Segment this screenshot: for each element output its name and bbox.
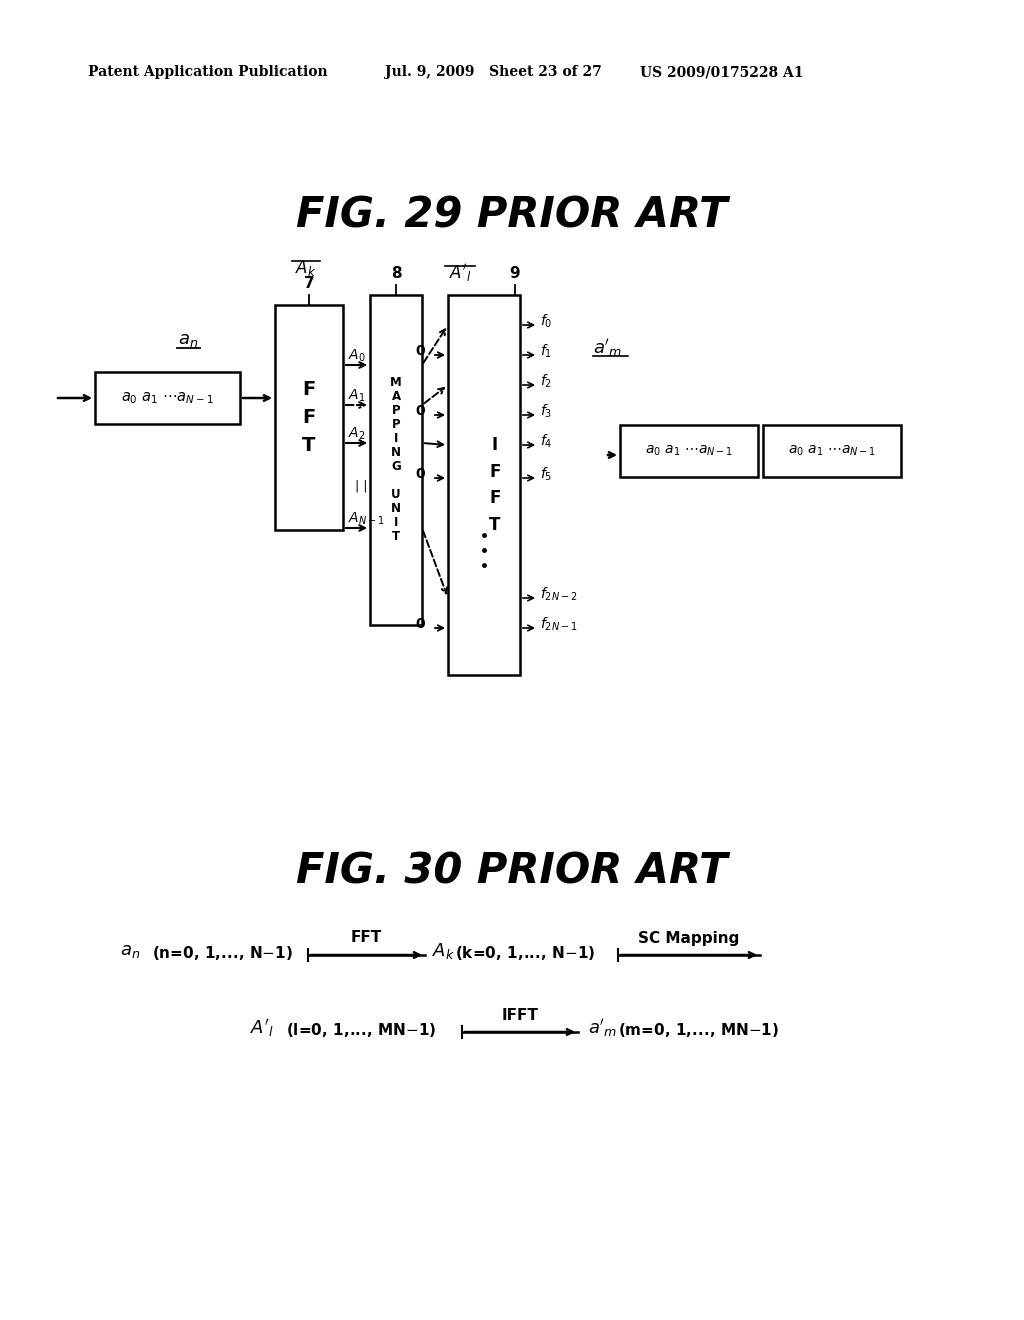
Text: (k=0, 1,..., N$-$1): (k=0, 1,..., N$-$1)	[455, 944, 595, 962]
Text: IFFT: IFFT	[502, 1007, 539, 1023]
Bar	[370, 294, 422, 624]
Text: 7: 7	[304, 276, 314, 290]
Text: FIG. 30 PRIOR ART: FIG. 30 PRIOR ART	[296, 851, 728, 894]
Text: $a_0\ a_1\ \cdots a_{N-1}$: $a_0\ a_1\ \cdots a_{N-1}$	[121, 391, 214, 405]
Bar	[763, 425, 901, 477]
Text: $a_n$: $a_n$	[178, 331, 198, 348]
Text: $a_n$: $a_n$	[120, 942, 140, 960]
Text: $f_{2N-2}$: $f_{2N-2}$	[540, 585, 578, 603]
Text: FFT: FFT	[351, 931, 382, 945]
Bar	[95, 372, 240, 424]
Text: $A_{N-1}$: $A_{N-1}$	[348, 511, 385, 527]
Text: $f_2$: $f_2$	[540, 372, 552, 389]
Text: 9: 9	[510, 265, 520, 281]
Text: $a_0\ a_1\ \cdots a_{N-1}$: $a_0\ a_1\ \cdots a_{N-1}$	[645, 444, 733, 458]
Text: 8: 8	[391, 265, 401, 281]
Text: (l=0, 1,..., MN$-$1): (l=0, 1,..., MN$-$1)	[286, 1020, 436, 1039]
Text: $A_1$: $A_1$	[348, 388, 366, 404]
Text: $f_{2N-1}$: $f_{2N-1}$	[540, 615, 578, 632]
Bar	[275, 305, 343, 531]
Text: $a'_m$: $a'_m$	[593, 337, 623, 359]
Text: $A_k$: $A_k$	[432, 941, 455, 961]
Text: Jul. 9, 2009   Sheet 23 of 27: Jul. 9, 2009 Sheet 23 of 27	[385, 65, 602, 79]
Text: SC Mapping: SC Mapping	[638, 931, 739, 945]
Text: 0: 0	[415, 616, 425, 631]
Text: M
A
P
P
I
N
G
 
U
N
I
T: M A P P I N G U N I T	[390, 376, 401, 544]
Text: F
F
T: F F T	[302, 380, 315, 455]
Text: $a_0\ a_1\ \cdots a_{N-1}$: $a_0\ a_1\ \cdots a_{N-1}$	[788, 444, 876, 458]
Text: $f_1$: $f_1$	[540, 342, 552, 360]
Text: $A_2$: $A_2$	[348, 426, 366, 442]
Text: $A_k$: $A_k$	[295, 257, 316, 279]
Text: $A_0$: $A_0$	[348, 347, 366, 364]
Text: | |: | |	[354, 479, 368, 492]
Text: $f_5$: $f_5$	[540, 465, 552, 483]
Text: Patent Application Publication: Patent Application Publication	[88, 65, 328, 79]
Text: $f_0$: $f_0$	[540, 313, 552, 330]
Bar	[620, 425, 758, 477]
Bar	[449, 294, 520, 675]
Text: $A'_l$: $A'_l$	[250, 1016, 274, 1039]
Text: FIG. 29 PRIOR ART: FIG. 29 PRIOR ART	[296, 194, 728, 236]
Text: I
F
F
T: I F F T	[489, 437, 501, 533]
Text: $a'_m$: $a'_m$	[588, 1016, 617, 1039]
Text: (n=0, 1,..., N$-$1): (n=0, 1,..., N$-$1)	[152, 944, 293, 962]
Text: 0: 0	[415, 345, 425, 358]
Text: (m=0, 1,..., MN$-$1): (m=0, 1,..., MN$-$1)	[618, 1020, 779, 1039]
Text: $f_3$: $f_3$	[540, 403, 552, 420]
Text: 0: 0	[415, 467, 425, 480]
Text: $f_4$: $f_4$	[540, 433, 552, 450]
Text: US 2009/0175228 A1: US 2009/0175228 A1	[640, 65, 804, 79]
Text: 0: 0	[415, 404, 425, 418]
Text: $A'_l$: $A'_l$	[449, 261, 471, 284]
